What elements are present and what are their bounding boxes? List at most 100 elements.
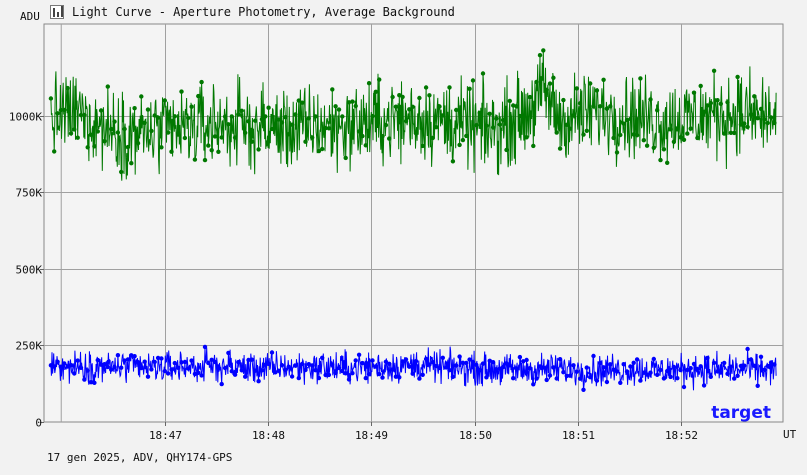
data-point <box>383 359 389 364</box>
data-point <box>263 114 268 119</box>
data-point <box>410 371 415 376</box>
data-point <box>655 108 660 113</box>
data-point <box>738 363 744 369</box>
x-tick-label: 18:52 <box>665 429 698 442</box>
data-point <box>236 359 241 365</box>
data-point <box>524 357 529 363</box>
data-point <box>634 133 640 138</box>
data-point <box>584 128 589 133</box>
data-point <box>705 355 710 361</box>
data-point <box>125 144 131 150</box>
data-point <box>745 346 750 352</box>
data-point <box>92 144 97 149</box>
data-point <box>243 130 248 135</box>
data-point <box>447 85 452 90</box>
data-point <box>665 368 670 374</box>
data-point <box>561 370 566 375</box>
data-point <box>423 85 429 90</box>
data-point <box>772 120 777 126</box>
y-tick-label: 250K <box>16 340 43 353</box>
data-point <box>621 121 626 126</box>
data-point <box>48 96 54 101</box>
data-point <box>527 366 533 371</box>
data-point <box>196 93 201 99</box>
data-point <box>504 361 509 366</box>
data-point <box>467 357 472 362</box>
data-point <box>440 355 445 360</box>
data-point <box>732 130 737 136</box>
data-point <box>236 112 241 117</box>
data-point <box>377 77 382 82</box>
data-point <box>119 365 124 370</box>
data-point <box>564 122 569 128</box>
data-point <box>584 365 589 370</box>
data-point <box>651 356 656 362</box>
data-point <box>628 364 633 369</box>
data-point <box>681 137 687 142</box>
data-point <box>758 106 764 112</box>
data-point <box>340 114 345 119</box>
series-layer <box>48 48 777 392</box>
data-point <box>688 366 693 371</box>
data-point <box>72 371 77 376</box>
data-point <box>655 372 660 377</box>
data-point <box>604 106 610 111</box>
data-point <box>58 364 64 369</box>
y-tick-label: 500K <box>16 264 43 277</box>
data-point <box>299 361 305 367</box>
data-point <box>283 367 288 372</box>
data-point <box>259 368 265 373</box>
data-point <box>762 367 767 372</box>
data-point <box>276 117 281 122</box>
data-point <box>581 132 586 137</box>
data-point <box>232 135 238 140</box>
data-point <box>715 369 720 374</box>
data-point <box>440 113 445 118</box>
data-point <box>624 369 630 374</box>
data-point <box>249 357 255 362</box>
comparison-series <box>48 48 777 181</box>
data-point <box>340 368 345 374</box>
data-point <box>48 363 54 368</box>
data-point <box>85 368 90 373</box>
data-point <box>601 77 606 83</box>
data-point <box>608 104 613 109</box>
data-point <box>738 122 744 127</box>
data-point <box>722 131 727 136</box>
data-point <box>165 371 171 376</box>
data-point <box>474 123 479 128</box>
data-point <box>494 367 499 372</box>
data-point <box>685 131 690 136</box>
data-point <box>373 364 378 369</box>
data-point <box>310 363 315 368</box>
x-tick-label: 18:50 <box>459 429 492 442</box>
data-point <box>82 377 87 382</box>
data-point <box>226 122 231 127</box>
data-point <box>430 135 435 141</box>
data-point <box>762 117 767 122</box>
data-point <box>336 107 342 112</box>
data-point <box>407 107 412 112</box>
data-point <box>661 147 667 152</box>
data-point <box>356 352 362 357</box>
data-point <box>624 117 630 123</box>
data-point <box>671 364 677 370</box>
data-point <box>145 374 151 379</box>
data-point <box>249 139 255 144</box>
data-point <box>577 101 583 106</box>
data-point <box>527 94 533 100</box>
data-point <box>598 360 603 366</box>
data-point <box>541 365 546 370</box>
data-point <box>688 126 693 131</box>
data-point <box>397 375 402 380</box>
data-point <box>52 149 57 154</box>
data-point <box>705 103 710 108</box>
data-point <box>129 353 134 358</box>
data-point <box>155 355 161 361</box>
data-point <box>283 115 288 120</box>
data-point <box>387 361 392 366</box>
data-point <box>574 86 579 91</box>
data-point <box>752 363 757 368</box>
data-point <box>671 139 677 144</box>
